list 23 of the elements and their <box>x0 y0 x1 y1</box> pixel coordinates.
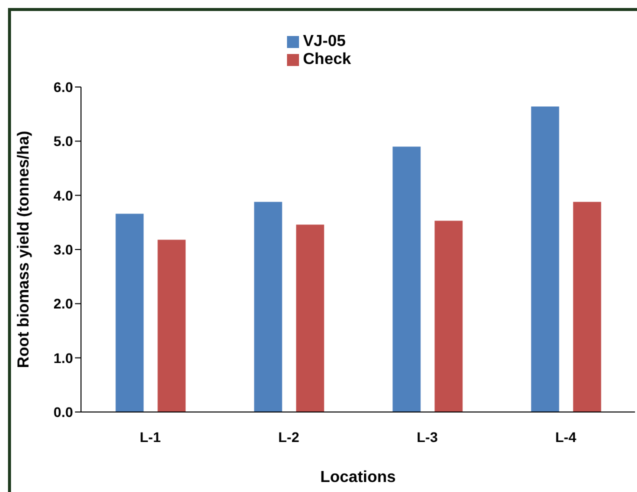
y-tick-label: 4.0 <box>54 187 74 204</box>
y-tick-label: 6.0 <box>54 78 74 95</box>
bar <box>573 202 602 412</box>
x-tick-label: L-3 <box>416 428 438 445</box>
bar <box>392 146 421 412</box>
bar <box>116 214 144 412</box>
bar <box>434 220 463 412</box>
bar <box>531 106 560 412</box>
legend-label: Check <box>302 51 352 68</box>
y-tick-label: 5.0 <box>54 133 74 150</box>
y-axis-title: Root biomass yield (tonnes/ha) <box>16 130 33 368</box>
y-tick-label: 1.0 <box>54 350 74 366</box>
x-tick-label: L-1 <box>140 428 161 445</box>
x-tick-label: L-4 <box>555 428 576 445</box>
bar <box>254 202 282 412</box>
bar <box>158 240 186 412</box>
x-tick-label: L-2 <box>278 428 300 445</box>
x-axis-title: Locations <box>320 469 396 486</box>
y-tick-label: 3.0 <box>54 241 74 258</box>
legend-label: VJ-05 <box>302 33 346 50</box>
y-tick-label: 0.0 <box>54 404 74 420</box>
bar <box>296 224 324 412</box>
y-tick-label: 2.0 <box>54 296 74 312</box>
